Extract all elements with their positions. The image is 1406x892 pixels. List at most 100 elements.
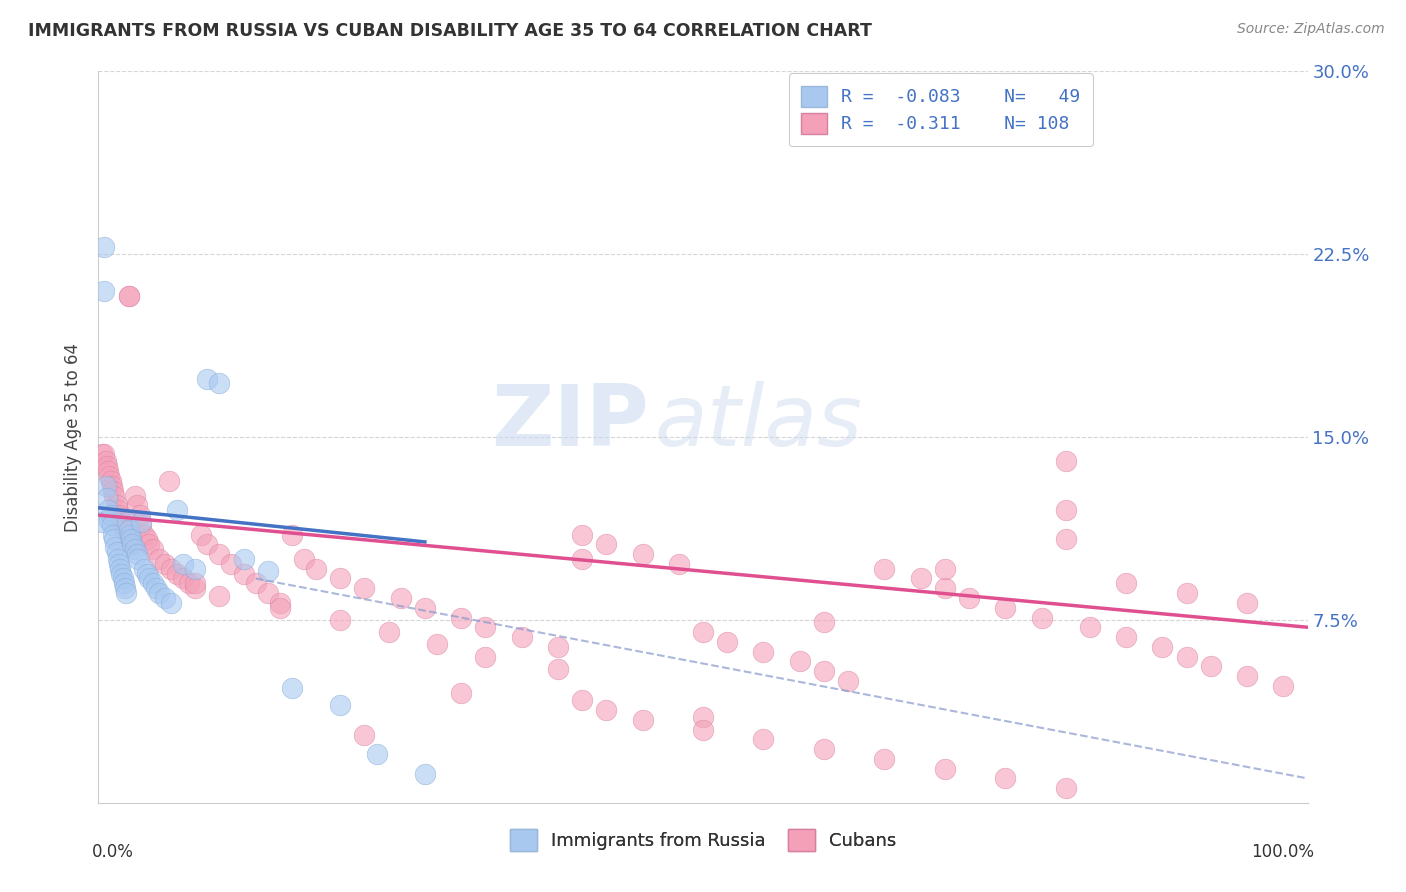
Point [127, 547, 149, 561]
Point [172, 572, 194, 586]
Text: 0.0%: 0.0% [93, 843, 134, 861]
Text: IMMIGRANTS FROM RUSSIA VS CUBAN DISABILITY AGE 35 TO 64 CORRELATION CHART: IMMIGRANTS FROM RUSSIA VS CUBAN DISABILI… [28, 22, 872, 40]
Point [138, 572, 160, 586]
Point [1115, 576, 1137, 591]
Point [292, 552, 315, 566]
Point [153, 591, 176, 605]
Point [1031, 610, 1053, 624]
Point [94, 479, 117, 493]
Point [112, 576, 135, 591]
Point [118, 527, 141, 541]
Point [1054, 533, 1077, 547]
Point [256, 586, 278, 600]
Point [413, 766, 436, 780]
Point [195, 371, 218, 385]
Point [100, 508, 122, 522]
Point [135, 533, 157, 547]
Point [305, 562, 328, 576]
Point [692, 710, 714, 724]
Point [103, 489, 125, 503]
Point [595, 537, 617, 551]
Point [789, 654, 811, 668]
Point [107, 552, 129, 566]
Point [94, 454, 117, 468]
Point [934, 562, 956, 576]
Point [142, 542, 165, 557]
Point [93, 284, 115, 298]
Point [474, 620, 496, 634]
Point [595, 703, 617, 717]
Point [166, 566, 188, 581]
Point [1115, 630, 1137, 644]
Text: ZIP: ZIP [491, 381, 648, 464]
Point [127, 499, 149, 513]
Point [281, 681, 304, 696]
Point [329, 613, 352, 627]
Point [138, 537, 160, 551]
Point [1175, 649, 1198, 664]
Point [142, 576, 165, 591]
Point [1152, 640, 1174, 654]
Point [1078, 620, 1101, 634]
Point [994, 600, 1017, 615]
Point [190, 527, 212, 541]
Point [93, 240, 115, 254]
Point [105, 544, 128, 558]
Point [547, 662, 569, 676]
Point [389, 591, 412, 605]
Point [269, 600, 291, 615]
Point [124, 489, 146, 503]
Point [135, 566, 157, 581]
Point [208, 589, 231, 603]
Point [101, 483, 124, 498]
Text: Source: ZipAtlas.com: Source: ZipAtlas.com [1237, 22, 1385, 37]
Point [157, 474, 180, 488]
Point [101, 527, 124, 541]
Point [1236, 669, 1258, 683]
Point [121, 537, 143, 551]
Point [127, 552, 149, 566]
Point [692, 625, 714, 640]
Point [148, 586, 170, 600]
Point [813, 615, 835, 630]
Point [413, 600, 436, 615]
Point [474, 649, 496, 664]
Point [98, 469, 121, 483]
Point [105, 499, 128, 513]
Legend: Immigrants from Russia, Cubans: Immigrants from Russia, Cubans [501, 820, 905, 860]
Point [377, 625, 399, 640]
Point [353, 581, 375, 595]
Point [813, 664, 835, 678]
Point [128, 508, 150, 522]
Point [114, 581, 136, 595]
Point [934, 762, 956, 776]
Point [98, 513, 121, 527]
Point [134, 527, 156, 541]
Point [93, 447, 115, 461]
Point [366, 747, 388, 761]
Point [96, 491, 118, 505]
Point [281, 527, 304, 541]
Point [118, 523, 141, 537]
Point [752, 645, 775, 659]
Point [813, 742, 835, 756]
Point [752, 732, 775, 747]
Point [245, 576, 267, 591]
Point [108, 513, 131, 527]
Point [148, 552, 170, 566]
Point [114, 523, 136, 537]
Point [134, 562, 156, 576]
Point [91, 447, 114, 461]
Point [232, 566, 254, 581]
Point [353, 727, 375, 741]
Point [110, 566, 132, 581]
Point [117, 516, 139, 530]
Point [329, 698, 352, 713]
Point [692, 723, 714, 737]
Point [108, 508, 131, 522]
Point [111, 572, 134, 586]
Point [115, 586, 138, 600]
Point [107, 503, 129, 517]
Point [97, 464, 120, 478]
Point [1054, 503, 1077, 517]
